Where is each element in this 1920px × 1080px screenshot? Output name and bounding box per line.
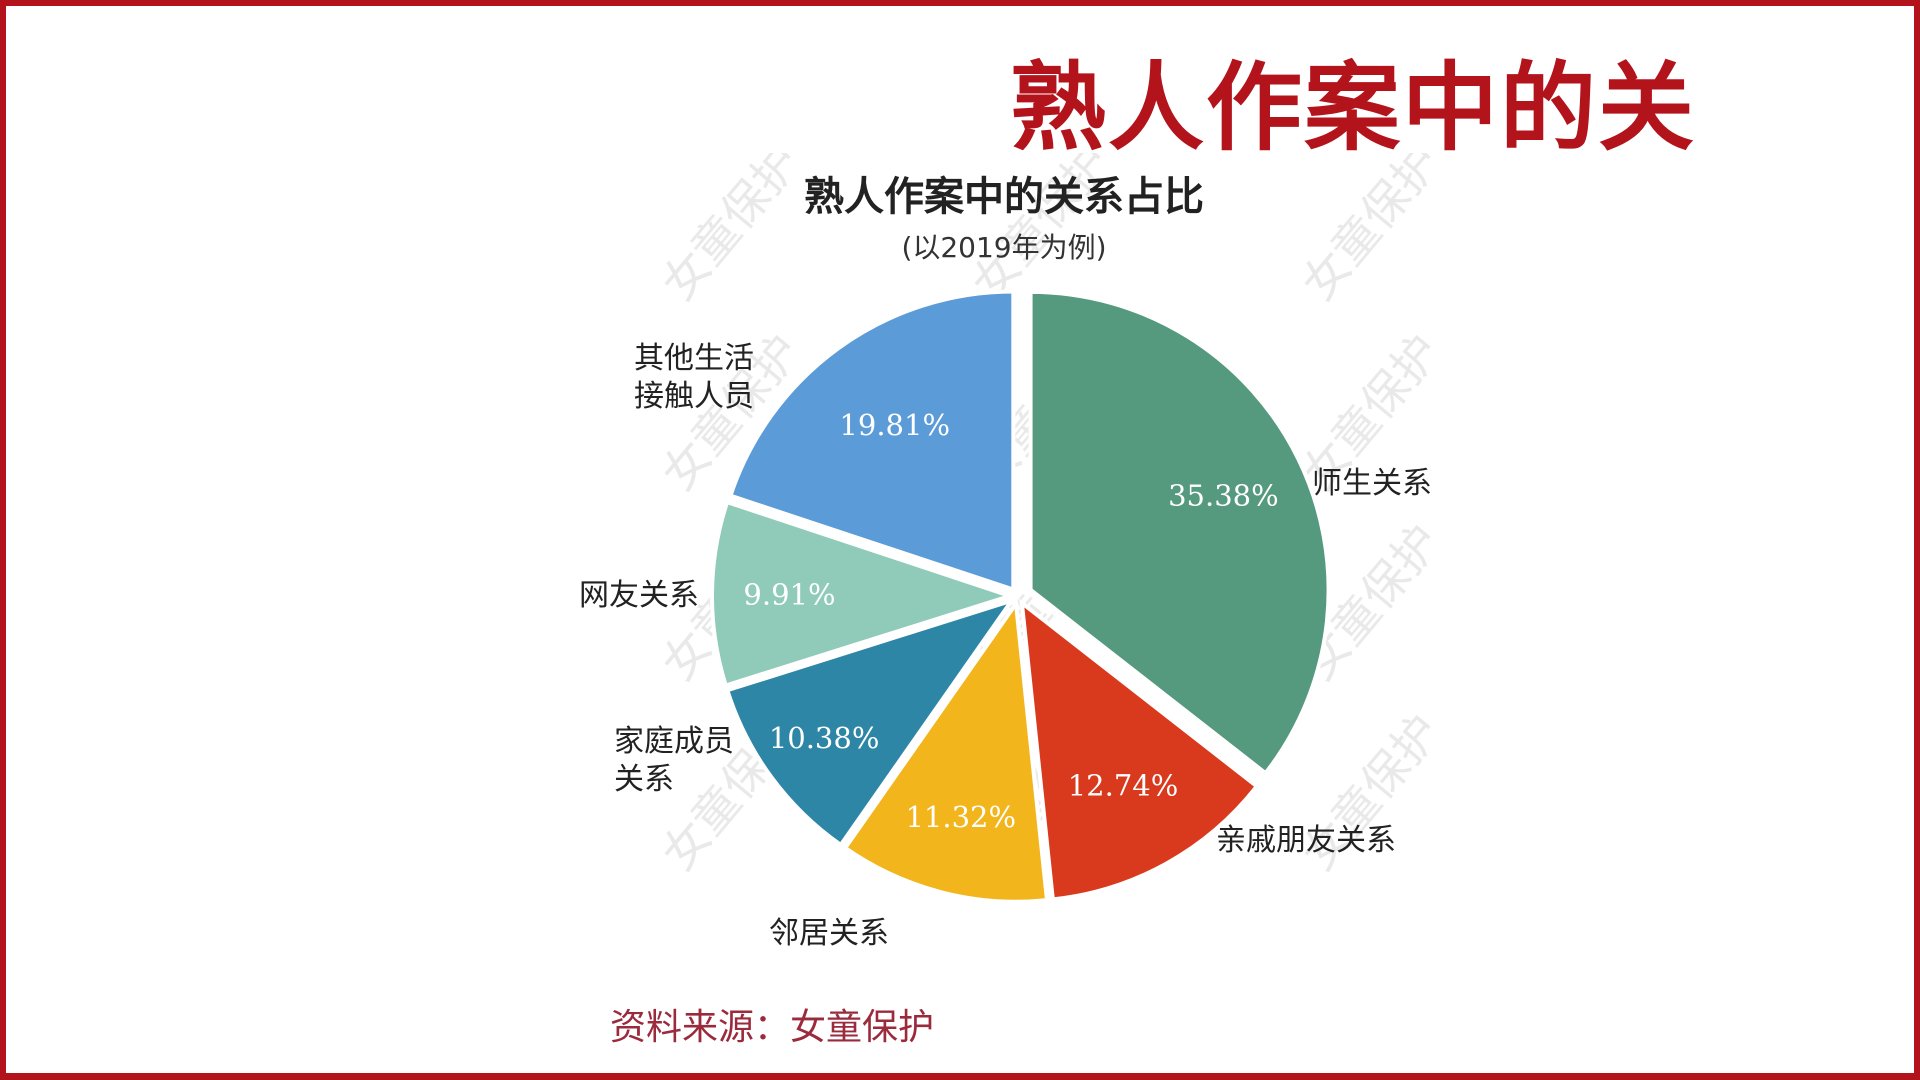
- pie-slice: [724, 597, 1017, 848]
- slice-category-label: 家庭成员关系: [614, 724, 734, 797]
- pie-slice: [1019, 598, 1260, 902]
- slice-category-label: 师生关系: [1312, 466, 1432, 501]
- slide-title: 熟人作案中的关: [1010, 52, 1696, 164]
- slice-category-label: 亲戚朋友关系: [1216, 823, 1396, 858]
- pie-slices: [710, 289, 1331, 904]
- pie-labels: 35.38% 师生关系 12.74% 亲戚朋友关系 11.32% 邻居关系 10.38% 家庭…: [579, 341, 1432, 951]
- source-note: 资料来源：女童保护: [610, 1007, 935, 1048]
- chart-image: 女童保护女童保护女童保护女童保护女童保护女童保护女童保护女童保护女童保护女童保护…: [564, 153, 1510, 983]
- pie-slice: [710, 499, 1017, 688]
- watermark-text: 女童保护: [651, 153, 811, 310]
- watermark-text: 女童保护: [1291, 153, 1451, 310]
- slice-category-label: 网友关系: [579, 578, 699, 613]
- slice-value-label: 19.81%: [839, 408, 950, 442]
- slice-value-label: 10.38%: [769, 721, 880, 755]
- chart-subtitle: (以2019年为例): [901, 231, 1106, 264]
- pie-chart: 女童保护女童保护女童保护女童保护女童保护女童保护女童保护女童保护女童保护女童保护…: [579, 153, 1451, 951]
- pie-slice: [1028, 289, 1331, 776]
- slice-value-label: 11.32%: [905, 800, 1016, 834]
- slice-value-label: 35.38%: [1168, 479, 1279, 513]
- slice-category-label: 其他生活接触人员: [634, 341, 754, 414]
- pie-slice: [842, 598, 1050, 904]
- pie-slice: [727, 289, 1016, 593]
- slice-category-label: 邻居关系: [769, 916, 889, 951]
- slice-value-label: 9.91%: [743, 577, 835, 611]
- slice-value-label: 12.74%: [1068, 768, 1179, 802]
- chart-title: 熟人作案中的关系占比: [804, 174, 1204, 220]
